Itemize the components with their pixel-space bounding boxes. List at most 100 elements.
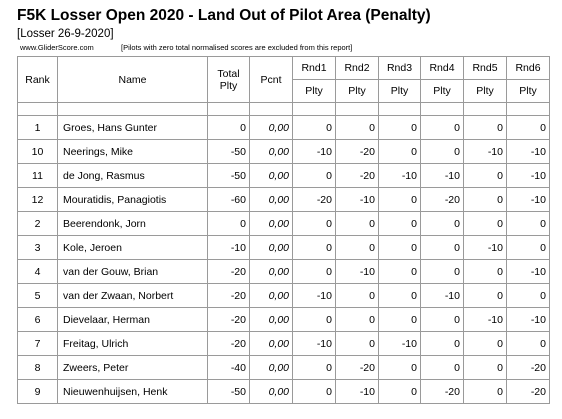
round-5-plty-cell: 0 [463, 379, 507, 404]
rank-cell: 8 [17, 355, 58, 380]
round-3-plty-cell: 0 [378, 259, 421, 284]
rank-cell: 12 [17, 187, 58, 212]
round-2-plty-cell: -10 [335, 379, 379, 404]
spacer-row [17, 102, 550, 116]
round-1-plty-cell: 0 [292, 307, 336, 332]
pilot-name-cell: Mouratidis, Panagiotis [57, 187, 208, 212]
header-round-3: Rnd3 [378, 56, 421, 80]
pcnt-cell: 0,00 [249, 187, 293, 212]
round-1-plty-cell: -20 [292, 187, 336, 212]
round-4-plty-cell: 0 [420, 139, 464, 164]
round-6-plty-cell: -20 [506, 355, 550, 380]
header-round-4: Rnd4 [420, 56, 464, 80]
total-plty-cell: 0 [207, 211, 250, 236]
pcnt-cell: 0,00 [249, 331, 293, 356]
header-total-line1: Total [217, 67, 240, 80]
header-round-3-plty: Plty [378, 79, 421, 103]
round-4-plty-cell: -20 [420, 379, 464, 404]
website-label: www.GliderScore.com [20, 43, 94, 52]
rank-cell: 6 [17, 307, 58, 332]
round-6-plty-cell: -10 [506, 139, 550, 164]
total-plty-cell: -20 [207, 259, 250, 284]
round-3-plty-cell: 0 [378, 187, 421, 212]
header-round-1-plty: Plty [292, 79, 336, 103]
header-pcnt: Pcnt [249, 56, 293, 103]
header-round-6-plty: Plty [506, 79, 550, 103]
rank-cell: 9 [17, 379, 58, 404]
report-subtitle: [Losser 26-9-2020] [17, 28, 114, 40]
round-6-plty-cell: 0 [506, 115, 550, 140]
header-total-plty: Total Plty [207, 56, 250, 103]
round-6-plty-cell: 0 [506, 235, 550, 260]
total-plty-cell: -20 [207, 307, 250, 332]
header-round-5: Rnd5 [463, 56, 507, 80]
round-4-plty-cell: -20 [420, 187, 464, 212]
round-1-plty-cell: 0 [292, 115, 336, 140]
pilot-name-cell: Freitag, Ulrich [57, 331, 208, 356]
round-2-plty-cell: 0 [335, 331, 379, 356]
round-2-plty-cell: -10 [335, 259, 379, 284]
total-plty-cell: -50 [207, 379, 250, 404]
round-6-plty-cell: -10 [506, 187, 550, 212]
table-row: 9 Nieuwenhuijsen, Henk -50 0,00 0 -10 0 -20 0 -20 [17, 379, 550, 404]
header-total-line2: Plty [219, 79, 238, 92]
round-3-plty-cell: 0 [378, 115, 421, 140]
header-round-1: Rnd1 [292, 56, 336, 80]
round-2-plty-cell: 0 [335, 115, 379, 140]
round-1-plty-cell: -10 [292, 139, 336, 164]
report-title: F5K Losser Open 2020 - Land Out of Pilot… [17, 7, 431, 24]
round-5-plty-cell: 0 [463, 331, 507, 356]
total-plty-cell: -50 [207, 163, 250, 188]
pcnt-cell: 0,00 [249, 259, 293, 284]
table-row: 5 van der Zwaan, Norbert -20 0,00 -10 0 0 -10 0 0 [17, 283, 550, 308]
rank-cell: 11 [17, 163, 58, 188]
rank-cell: 2 [17, 211, 58, 236]
round-1-plty-cell: 0 [292, 259, 336, 284]
round-3-plty-cell: -10 [378, 331, 421, 356]
total-plty-cell: -20 [207, 283, 250, 308]
round-6-plty-cell: 0 [506, 331, 550, 356]
round-2-plty-cell: -10 [335, 187, 379, 212]
round-4-plty-cell: 0 [420, 259, 464, 284]
table-row: 1 Groes, Hans Gunter 0 0,00 0 0 0 0 0 0 [17, 115, 550, 140]
round-3-plty-cell: 0 [378, 283, 421, 308]
round-1-plty-cell: 0 [292, 355, 336, 380]
round-6-plty-cell: -20 [506, 379, 550, 404]
round-1-plty-cell: -10 [292, 283, 336, 308]
total-plty-cell: -60 [207, 187, 250, 212]
header-round-5-plty: Plty [463, 79, 507, 103]
header-round-6: Rnd6 [506, 56, 550, 80]
round-5-plty-cell: 0 [463, 283, 507, 308]
round-3-plty-cell: 0 [378, 307, 421, 332]
exclusion-note: [Pilots with zero total normalised score… [121, 43, 353, 52]
round-2-plty-cell: -20 [335, 163, 379, 188]
round-5-plty-cell: 0 [463, 163, 507, 188]
table-row: 2 Beerendonk, Jorn 0 0,00 0 0 0 0 0 0 [17, 211, 550, 236]
table-row: 7 Freitag, Ulrich -20 0,00 -10 0 -10 0 0 0 [17, 331, 550, 356]
rank-cell: 10 [17, 139, 58, 164]
pilot-name-cell: Dievelaar, Herman [57, 307, 208, 332]
round-5-plty-cell: 0 [463, 115, 507, 140]
round-4-plty-cell: 0 [420, 235, 464, 260]
round-6-plty-cell: 0 [506, 211, 550, 236]
pilot-name-cell: van der Zwaan, Norbert [57, 283, 208, 308]
table-row: 11 de Jong, Rasmus -50 0,00 0 -20 -10 -10 0 -10 [17, 163, 550, 188]
round-2-plty-cell: 0 [335, 307, 379, 332]
round-2-plty-cell: 0 [335, 283, 379, 308]
round-2-plty-cell: -20 [335, 355, 379, 380]
round-3-plty-cell: 0 [378, 235, 421, 260]
total-plty-cell: 0 [207, 115, 250, 140]
round-2-plty-cell: 0 [335, 211, 379, 236]
pcnt-cell: 0,00 [249, 211, 293, 236]
round-2-plty-cell: -20 [335, 139, 379, 164]
round-4-plty-cell: 0 [420, 331, 464, 356]
table-row: 3 Kole, Jeroen -10 0,00 0 0 0 0 -10 0 [17, 235, 550, 260]
pilot-name-cell: Nieuwenhuijsen, Henk [57, 379, 208, 404]
round-6-plty-cell: -10 [506, 259, 550, 284]
pcnt-cell: 0,00 [249, 379, 293, 404]
table-row: 4 van der Gouw, Brian -20 0,00 0 -10 0 0 0 -10 [17, 259, 550, 284]
pilot-name-cell: Beerendonk, Jorn [57, 211, 208, 236]
header-round-2-plty: Plty [335, 79, 379, 103]
round-1-plty-cell: 0 [292, 235, 336, 260]
header-rank: Rank [17, 56, 58, 103]
